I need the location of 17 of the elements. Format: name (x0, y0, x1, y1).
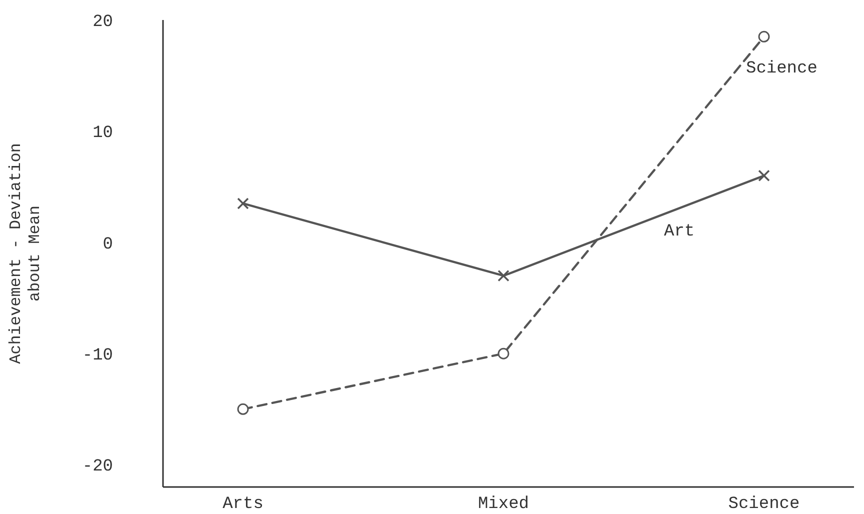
y-axis-title: Achievement - Deviation about Mean (7, 143, 44, 364)
y-tick-label: 10 (92, 124, 113, 144)
y-tick-label: -10 (82, 346, 113, 366)
y-tick-label: 0 (102, 235, 113, 254)
series-label: Art (664, 222, 695, 242)
point (498, 270, 510, 282)
y-tick-label: 20 (92, 12, 113, 32)
x-tick-label: Mixed (478, 495, 530, 514)
x-tick-label: Arts (222, 495, 264, 514)
y-tick-label: -20 (82, 458, 113, 477)
point (758, 170, 770, 182)
x-tick-label: Science (728, 495, 800, 514)
point (237, 198, 249, 210)
point (758, 30, 770, 42)
point (498, 348, 510, 360)
series-label: Science (746, 60, 818, 79)
point (237, 403, 249, 415)
